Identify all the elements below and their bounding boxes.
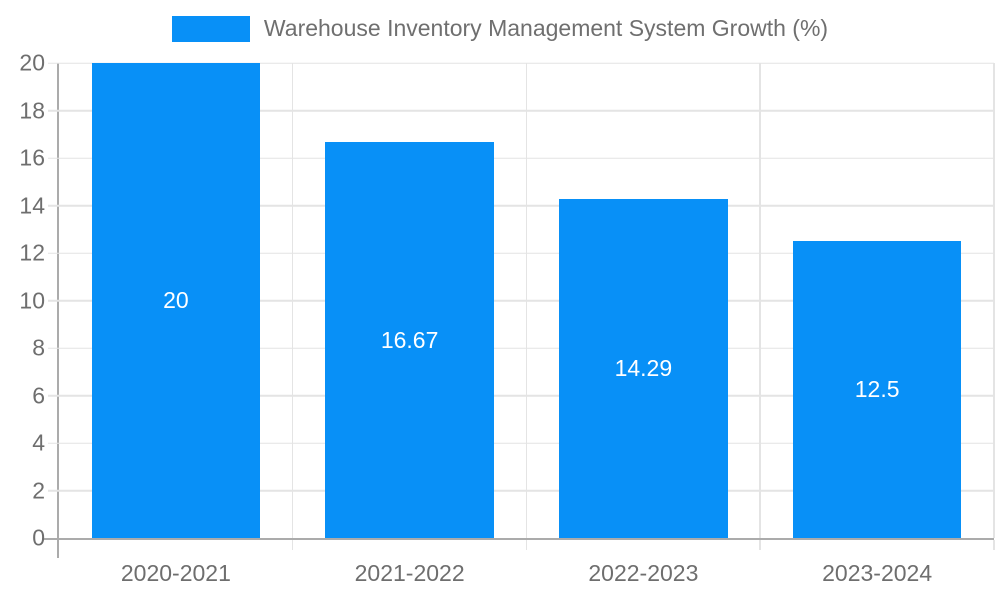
h-gridline — [48, 299, 994, 302]
v-gridline — [525, 63, 527, 538]
bar[interactable]: 20 — [91, 63, 261, 538]
h-gridline — [48, 442, 994, 444]
y-tick-label: 8 — [32, 334, 45, 361]
bar[interactable]: 14.29 — [559, 198, 728, 538]
y-tick-label: 14 — [19, 192, 45, 218]
v-gridline — [993, 63, 995, 538]
x-axis-overhang — [42, 538, 57, 540]
h-gridline — [48, 489, 994, 492]
v-gridline — [759, 63, 761, 538]
x-tick-mark — [993, 540, 995, 550]
bar[interactable]: 16.67 — [325, 142, 494, 538]
h-gridline — [48, 347, 994, 349]
y-tick-label: 12 — [19, 239, 45, 266]
bar-value-label: 14.29 — [614, 354, 673, 381]
y-tick-label: 4 — [32, 429, 45, 456]
h-gridline — [48, 109, 994, 112]
bar-value-label: 16.67 — [380, 326, 439, 353]
x-tick-label: 2022-2023 — [588, 560, 699, 586]
y-tick-label: 18 — [19, 97, 45, 123]
bar-value-label: 20 — [163, 287, 189, 313]
plot-area: 20 16.67 14.29 12.5 0 2 4 6 8 10 12 14 16 18 20 2020-2… — [19, 51, 995, 586]
x-tick-mark — [759, 540, 761, 550]
y-tick-label: 2 — [32, 477, 45, 503]
h-gridline — [48, 157, 994, 159]
y-axis-overhang — [57, 538, 59, 558]
y-tick-label: 10 — [19, 287, 45, 313]
x-tick-mark — [291, 540, 294, 550]
x-tick-label: 2020-2021 — [120, 560, 231, 586]
x-tick-label: 2021-2022 — [354, 560, 465, 586]
x-tick-label: 2023-2024 — [822, 560, 933, 586]
chart-title: Warehouse Inventory Management System Gr… — [263, 15, 829, 41]
bar[interactable]: 12.5 — [792, 241, 962, 538]
x-tick-mark — [525, 540, 527, 550]
h-gridline — [48, 394, 994, 397]
h-gridline — [48, 204, 994, 207]
bar-value-label: 12.5 — [854, 376, 900, 403]
y-tick-label: 0 — [32, 524, 45, 551]
y-tick-label: 16 — [19, 144, 45, 171]
v-gridline — [291, 63, 294, 538]
h-gridline — [48, 62, 994, 64]
legend-swatch[interactable] — [171, 15, 250, 42]
chart-legend: Warehouse Inventory Management System Gr… — [0, 15, 1000, 43]
y-tick-label: 6 — [32, 382, 45, 408]
y-tick-label: 20 — [19, 49, 45, 76]
h-gridline — [48, 252, 994, 254]
